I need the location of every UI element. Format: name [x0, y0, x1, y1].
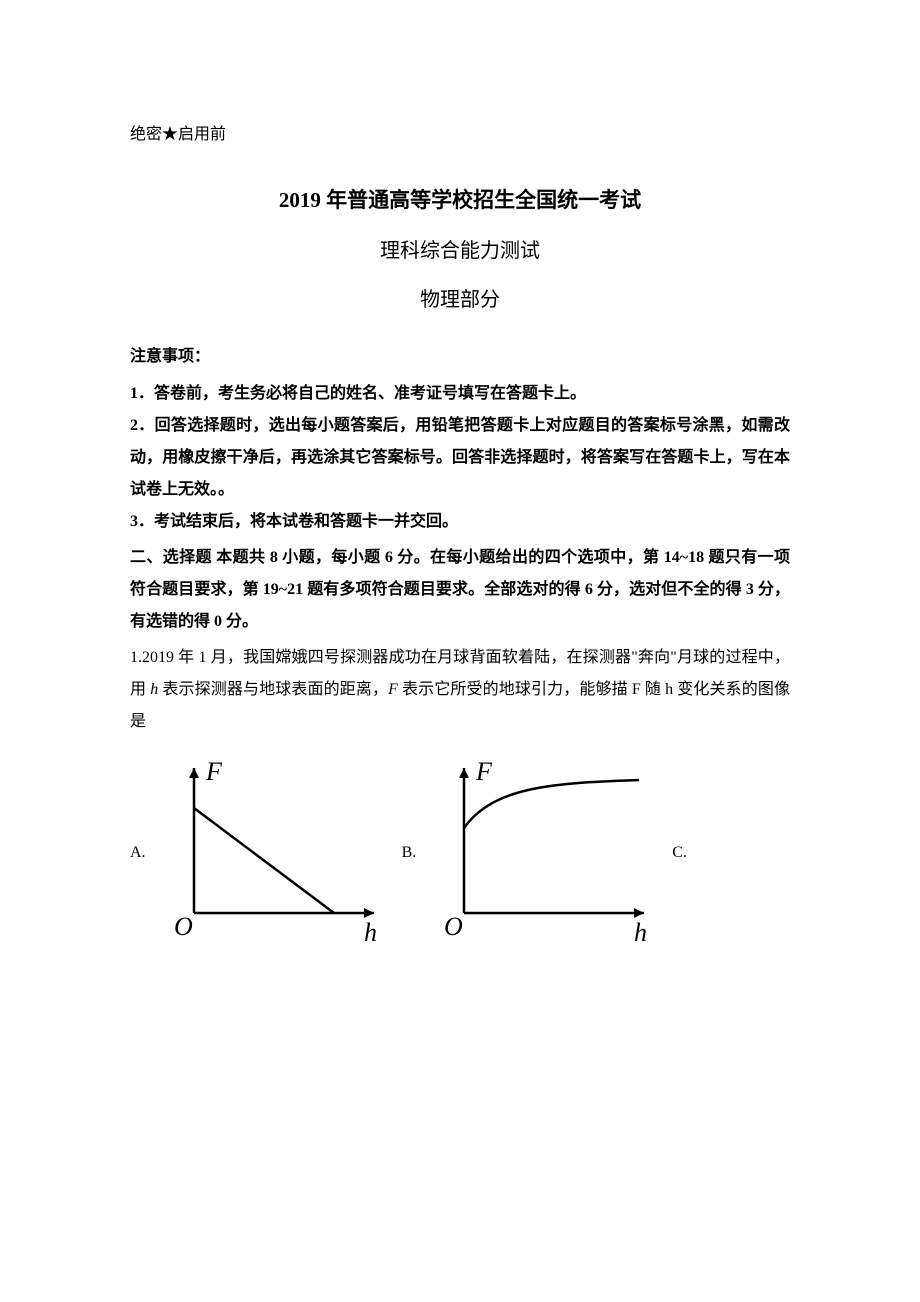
chart-a: O Fh: [154, 753, 394, 953]
question-1-text: 1.2019 年 1 月，我国嫦娥四号探测器成功在月球背面软着陆，在探测器"奔向…: [130, 642, 790, 738]
svg-text:h: h: [364, 918, 377, 947]
option-c-label: C.: [672, 844, 687, 862]
svg-text:F: F: [475, 757, 493, 786]
q1-mid1: 表示探测器与地球表面的距离，: [158, 681, 388, 698]
options-row: A. O Fh B. O Fh C.: [130, 753, 790, 953]
section-header: 二、选择题 本题共 8 小题，每小题 6 分。在每小题给出的四个选项中，第 14…: [130, 542, 790, 638]
svg-text:h: h: [634, 918, 647, 947]
confidential-mark: 绝密★启用前: [130, 120, 790, 144]
chart-b: O Fh: [424, 753, 664, 953]
option-a-label: A.: [130, 844, 146, 862]
notice-item-2: 2．回答选择题时，选出每小题答案后，用铅笔把答题卡上对应题目的答案标号涂黑，如需…: [130, 410, 790, 506]
notice-item-1: 1．答卷前，考生务必将自己的姓名、准考证号填写在答题卡上。: [130, 378, 790, 410]
exam-title-sub1: 理科综合能力测试: [130, 234, 790, 263]
exam-title-main: 2019 年普通高等学校招生全国统一考试: [130, 184, 790, 214]
q1-var-f: F: [388, 681, 398, 698]
svg-text:F: F: [205, 757, 223, 786]
option-b-label: B.: [402, 844, 417, 862]
notice-header: 注意事项：: [130, 342, 790, 366]
svg-text:O: O: [444, 912, 463, 941]
exam-title-sub2: 物理部分: [130, 283, 790, 312]
notice-item-3: 3．考试结束后，将本试卷和答题卡一并交回。: [130, 506, 790, 538]
svg-text:O: O: [174, 912, 193, 941]
